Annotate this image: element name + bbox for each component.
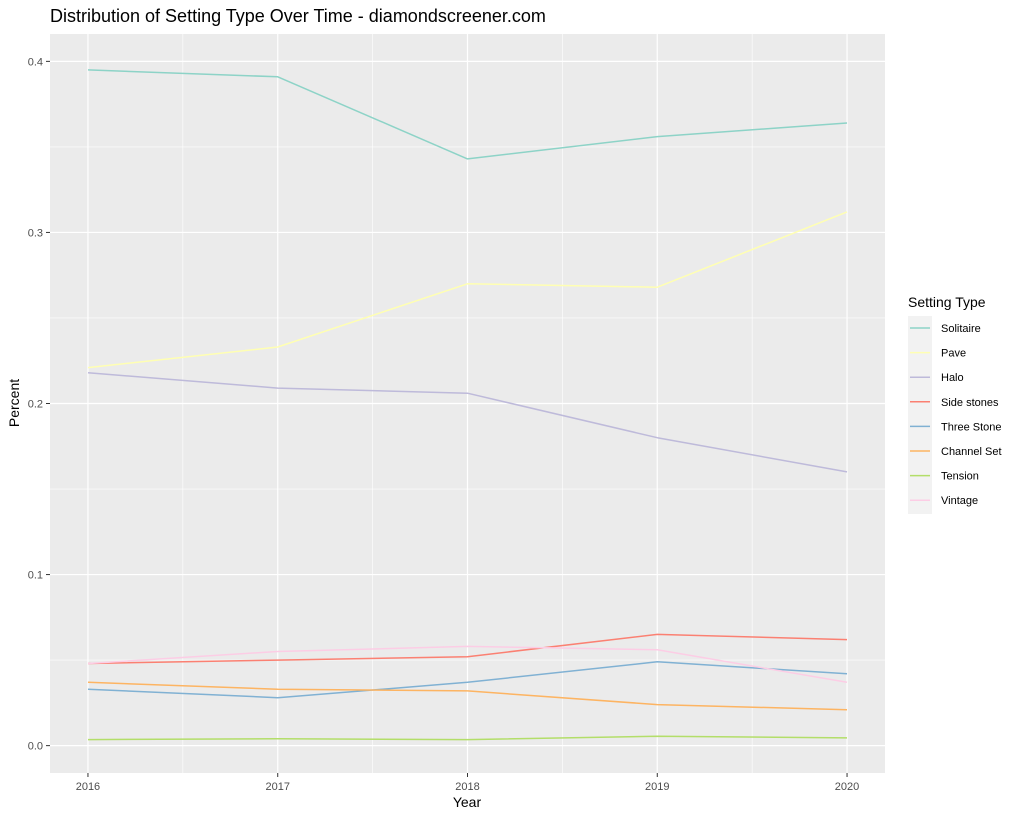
series-line-channel-set <box>87 681 848 711</box>
series-line-three-stone <box>87 661 848 699</box>
y-tick-label: 0.3 <box>28 227 43 239</box>
series-lines <box>87 69 848 741</box>
y-tick-label: 0.4 <box>28 56 43 68</box>
y-tick-label: 0.2 <box>28 399 43 411</box>
x-tick-label: 2017 <box>265 781 289 793</box>
legend-label-halo: Halo <box>941 372 964 384</box>
x-tick-label: 2018 <box>455 781 479 793</box>
chart-title: Distribution of Setting Type Over Time -… <box>50 6 546 26</box>
legend-label-pave: Pave <box>941 348 966 360</box>
legend-label-vintage: Vintage <box>941 495 978 507</box>
y-tick-label: 0.1 <box>28 570 43 582</box>
series-line-solitaire <box>87 69 848 160</box>
legend-label-solitaire: Solitaire <box>941 323 981 335</box>
y-axis-ticks: 0.0 0.1 0.2 0.3 0.4 <box>28 56 50 753</box>
series-line-tension <box>87 735 848 741</box>
legend: Setting Type Solitaire Pave Halo Side stone… <box>908 294 1002 514</box>
legend-title: Setting Type <box>908 294 986 310</box>
x-axis-ticks: 2016 2017 2018 2019 2020 <box>76 773 859 793</box>
legend-label-tension: Tension <box>941 471 979 483</box>
major-gridlines <box>50 34 885 773</box>
legend-box <box>908 316 932 514</box>
series-line-side-stones <box>87 633 848 665</box>
legend-label-side-stones: Side stones <box>941 397 999 409</box>
series-line-halo <box>87 371 848 473</box>
y-axis-title: Percent <box>6 379 22 427</box>
y-tick-label: 0.0 <box>28 741 43 753</box>
series-line-pave <box>87 211 848 369</box>
legend-label-three-stone: Three Stone <box>941 421 1002 433</box>
legend-label-channel-set: Channel Set <box>941 446 1002 458</box>
x-tick-label: 2020 <box>835 781 859 793</box>
x-tick-label: 2019 <box>645 781 669 793</box>
x-tick-label: 2016 <box>76 781 100 793</box>
series-line-vintage <box>87 645 848 684</box>
x-axis-title: Year <box>453 794 482 810</box>
